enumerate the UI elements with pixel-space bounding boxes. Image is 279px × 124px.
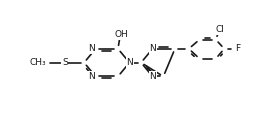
Text: N: N	[88, 44, 95, 53]
Text: F: F	[235, 44, 240, 53]
Text: N: N	[126, 58, 133, 67]
Text: OH: OH	[115, 30, 129, 39]
Text: N: N	[149, 72, 156, 81]
Text: N: N	[149, 44, 156, 53]
Text: S: S	[62, 58, 68, 67]
Text: Cl: Cl	[215, 25, 224, 34]
Text: N: N	[88, 72, 95, 81]
Text: CH₃: CH₃	[30, 58, 46, 67]
